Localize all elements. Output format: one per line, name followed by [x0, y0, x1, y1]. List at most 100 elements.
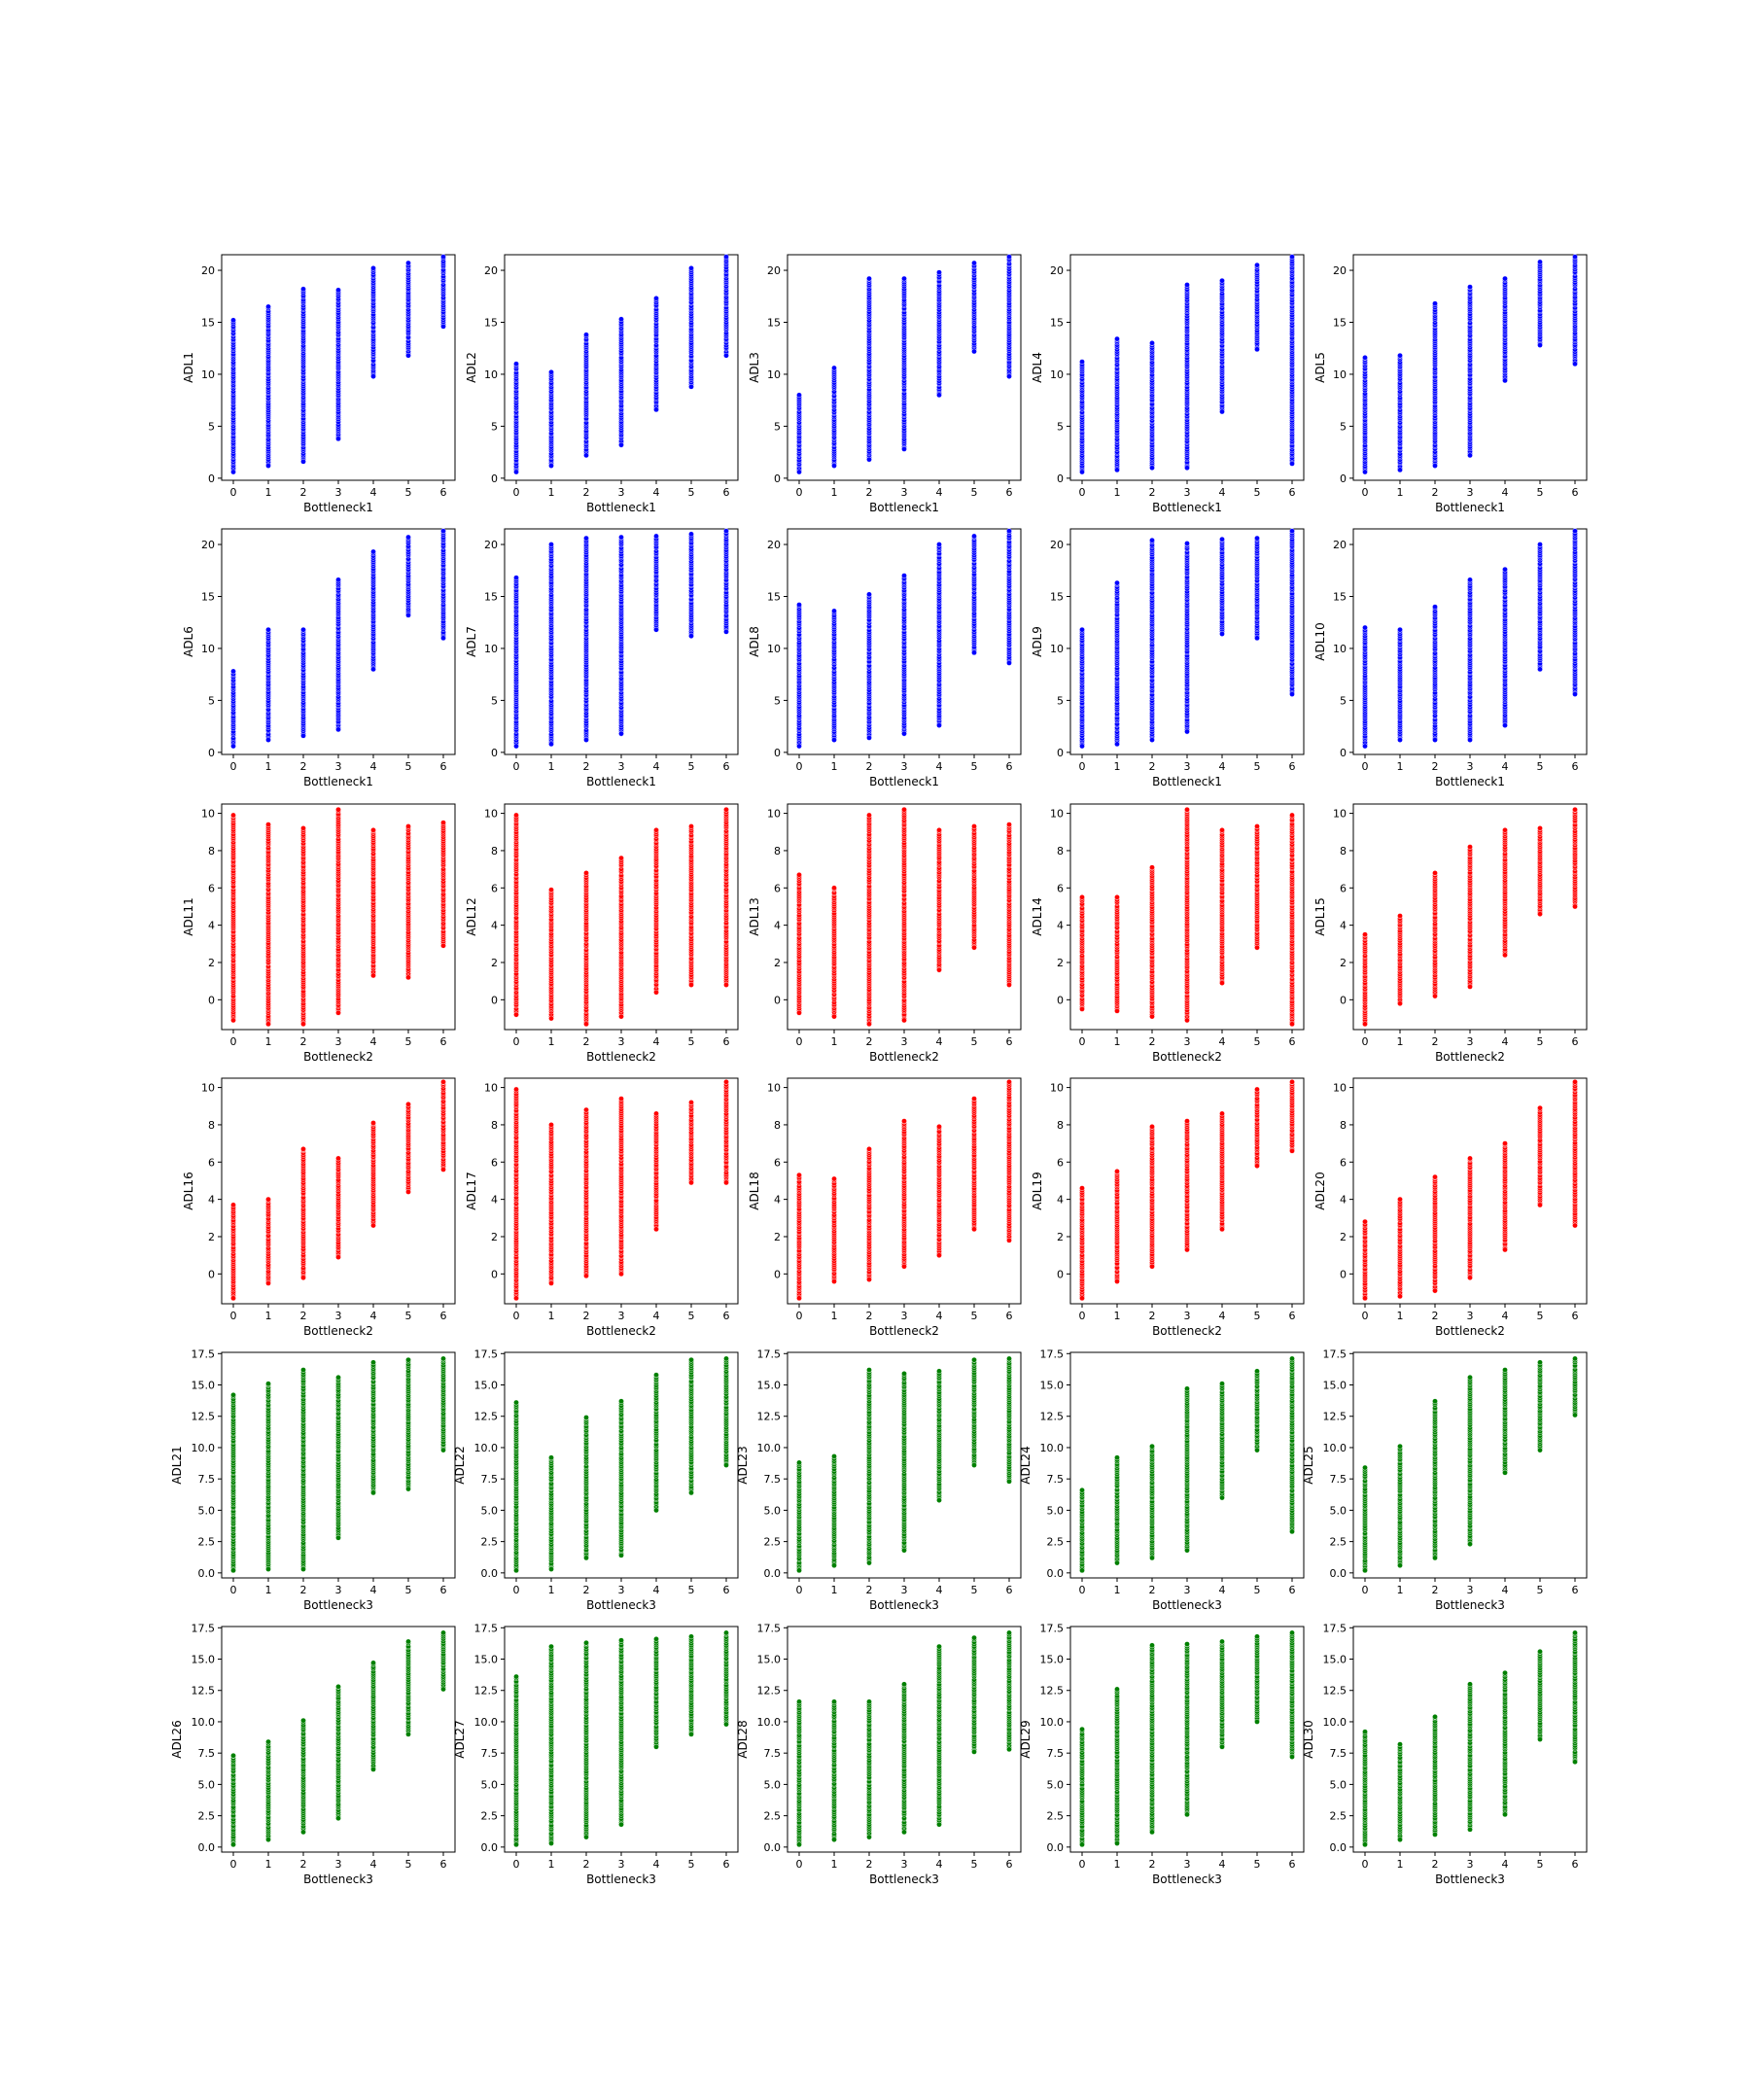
y-tick-label: 5	[1340, 694, 1347, 707]
y-tick-label: 4	[208, 920, 215, 932]
x-tick-label: 6	[440, 1035, 447, 1048]
x-tick-label: 2	[1149, 486, 1156, 499]
x-tick-label: 6	[1572, 486, 1579, 499]
data-point-max	[618, 316, 624, 323]
point-column-x1	[831, 365, 837, 469]
data-point-max	[866, 591, 872, 598]
data-point-min	[548, 463, 554, 469]
point-column-x0	[513, 361, 519, 475]
data-point-max	[1537, 542, 1543, 547]
x-tick-label: 1	[548, 760, 555, 773]
point-column-x6	[1006, 528, 1012, 666]
data-point-min	[405, 352, 411, 359]
point-column-x0	[796, 392, 802, 475]
point-column-x4	[370, 265, 376, 379]
data-point-min	[901, 446, 907, 452]
x-axis-label: Bottleneck1	[586, 775, 656, 788]
x-tick-label: 4	[1502, 486, 1509, 499]
data-point-max	[1572, 254, 1578, 260]
data-point-min	[1184, 465, 1190, 471]
y-tick-label: 0	[491, 472, 498, 485]
point-column-x2	[1149, 537, 1155, 743]
x-axis-label: Bottleneck1	[869, 775, 939, 788]
x-tick-label: 2	[1432, 760, 1439, 773]
data-point-max	[1079, 626, 1085, 633]
x-tick-label: 3	[335, 760, 342, 773]
data-point-min	[901, 730, 907, 737]
point-column-x0	[1362, 624, 1368, 750]
y-tick-label: 20	[201, 264, 215, 277]
data-point-min	[230, 743, 236, 750]
y-tick-label: 5	[491, 420, 498, 433]
x-tick-label: 2	[866, 760, 873, 773]
y-tick-label: 15	[1333, 590, 1347, 603]
y-tick-label: 0	[1057, 472, 1064, 485]
data-point-max	[335, 577, 341, 583]
data-point-max	[405, 534, 411, 541]
data-point-min	[866, 456, 872, 463]
y-tick-label: 0	[1340, 747, 1347, 759]
point-column-x2	[300, 626, 306, 739]
y-tick-label: 5	[491, 694, 498, 707]
data-point-max	[1254, 262, 1260, 268]
x-tick-label: 2	[866, 486, 873, 499]
point-column-x6	[1289, 528, 1295, 697]
x-tick-label: 0	[230, 760, 237, 773]
x-tick-label: 3	[1467, 760, 1474, 773]
y-tick-label: 20	[484, 264, 498, 277]
point-column-x4	[1502, 275, 1508, 384]
y-tick-label: 5	[1057, 694, 1064, 707]
x-tick-label: 5	[688, 486, 695, 499]
x-tick-label: 3	[1467, 486, 1474, 499]
point-column-x1	[548, 542, 554, 748]
data-point-min	[618, 441, 624, 448]
data-point-max	[1219, 536, 1225, 542]
data-point-min	[1467, 452, 1473, 459]
point-column-x0	[230, 317, 236, 475]
x-tick-label: 4	[653, 760, 660, 773]
data-point-max	[688, 531, 694, 538]
y-tick-label: 6	[208, 882, 215, 894]
point-column-x6	[1572, 528, 1578, 697]
y-tick-label: 0	[491, 747, 498, 759]
point-column-x5	[405, 534, 411, 618]
x-tick-label: 0	[513, 486, 520, 499]
point-column-x6	[440, 528, 446, 642]
point-column-x4	[370, 548, 376, 673]
data-point-min	[1537, 342, 1543, 348]
x-tick-label: 0	[1362, 486, 1369, 499]
x-tick-label: 1	[1397, 486, 1404, 499]
x-axis-label: Bottleneck1	[1435, 501, 1505, 514]
x-tick-label: 0	[513, 760, 520, 773]
data-point-min	[831, 463, 837, 469]
x-tick-label: 1	[831, 486, 838, 499]
y-tick-label: 5	[208, 420, 215, 433]
point-column-x2	[300, 286, 306, 465]
x-tick-label: 4	[936, 760, 943, 773]
x-tick-label: 5	[1537, 486, 1544, 499]
point-column-x0	[1079, 626, 1085, 750]
point-column-x5	[1537, 259, 1543, 348]
x-tick-label: 3	[1184, 486, 1191, 499]
data-point-max	[1537, 259, 1543, 265]
x-tick-label: 5	[405, 1035, 412, 1048]
point-column-x6	[1289, 254, 1295, 467]
x-tick-label: 4	[1502, 760, 1509, 773]
y-tick-label: 10	[1050, 643, 1064, 655]
point-column-x3	[335, 287, 341, 442]
data-point-max	[901, 573, 907, 578]
data-point-max	[936, 269, 942, 275]
data-point-max	[370, 265, 376, 271]
x-axis-label: Bottleneck1	[1152, 501, 1222, 514]
y-axis-label: ADL1	[182, 352, 195, 383]
point-column-x1	[265, 626, 271, 743]
data-point-min	[405, 612, 411, 618]
y-tick-label: 15	[767, 316, 781, 329]
data-point-max	[1006, 528, 1012, 534]
data-point-min	[583, 737, 589, 743]
data-point-max	[1502, 566, 1508, 573]
y-axis-label: ADL7	[465, 626, 478, 657]
